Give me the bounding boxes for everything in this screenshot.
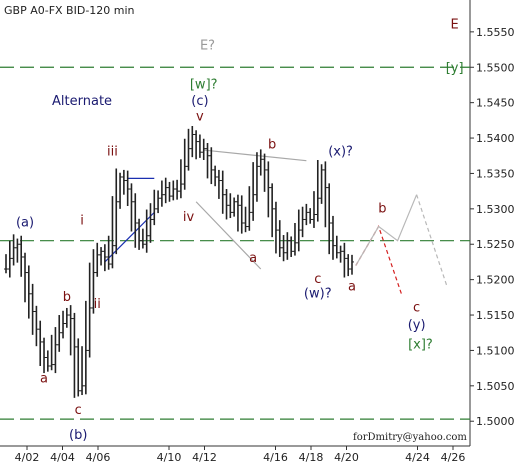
wave-label-2: b <box>63 290 71 305</box>
x-tick-label: 4/04 <box>50 451 75 464</box>
y-tick-label: 1.5250 <box>476 238 515 251</box>
x-tick-label: 4/18 <box>299 451 324 464</box>
x-tick-label: 4/16 <box>263 451 288 464</box>
wave-label-0: (a) <box>16 216 34 231</box>
wave-label-8: iv <box>183 210 195 225</box>
projection-path-1 <box>355 194 418 266</box>
x-tick-label: 4/10 <box>157 451 182 464</box>
wave-label-24: E <box>451 17 459 32</box>
y-tick-label: 1.5300 <box>476 203 515 216</box>
wave-label-10: (c) <box>191 94 208 109</box>
wave-label-19: a <box>348 279 356 294</box>
y-axis: 1.5000 1.5050 1.5100 1.5150 1.5200 1.5250 1.53… <box>470 26 515 428</box>
wave-label-14: b <box>268 138 276 153</box>
wave-label-20: b <box>378 201 386 216</box>
y-tick-label: 1.5100 <box>476 344 515 357</box>
wave-label-3: c <box>75 403 82 418</box>
wave-labels: (a)abc(b)iiiiiiivv(c)[w]?E?Alternateba(x… <box>16 17 464 443</box>
wave-label-9: v <box>196 109 204 124</box>
wave-label-13: Alternate <box>52 94 112 109</box>
price-series <box>4 126 354 398</box>
x-tick-label: 4/12 <box>192 451 217 464</box>
projection-path-2 <box>416 194 448 287</box>
wave-label-6: ii <box>94 297 101 312</box>
wave-label-11: [w]? <box>190 77 218 92</box>
wave-label-21: c <box>413 300 420 315</box>
x-axis: 4/02 4/04 4/06 4/10 4/12 4/16 4/18 4/20 4/24 4/26 <box>15 446 466 464</box>
x-tick-label: 4/24 <box>405 451 430 464</box>
wave-label-4: (b) <box>69 428 87 443</box>
y-tick-label: 1.5550 <box>476 26 515 39</box>
y-tick-label: 1.5050 <box>476 380 515 393</box>
chart-title: GBP A0-FX BID-120 min <box>4 4 135 17</box>
y-tick-label: 1.5400 <box>476 132 515 145</box>
y-tick-label: 1.5200 <box>476 274 515 287</box>
wave-label-22: (y) <box>408 318 426 333</box>
x-tick-label: 4/06 <box>86 451 111 464</box>
y-tick-label: 1.5350 <box>476 167 515 180</box>
x-tick-label: 4/26 <box>441 451 466 464</box>
channel-line-3 <box>195 201 262 270</box>
wave-label-5: i <box>80 213 84 228</box>
wave-label-1: a <box>40 371 48 386</box>
wave-label-15: a <box>249 251 257 266</box>
channel-line-2 <box>203 149 307 162</box>
x-tick-label: 4/02 <box>15 451 40 464</box>
y-tick-label: 1.5500 <box>476 61 515 74</box>
projection-lines <box>355 194 448 294</box>
wave-label-17: c <box>314 272 321 287</box>
watermark: forDmitry@yahoo.com <box>353 432 467 443</box>
x-tick-label: 4/20 <box>334 451 359 464</box>
y-tick-label: 1.5150 <box>476 309 515 322</box>
wave-label-23: [x]? <box>408 337 433 352</box>
wave-label-12: E? <box>200 39 215 54</box>
wave-label-16: (x)? <box>328 145 353 160</box>
wave-label-25: [y] <box>446 61 464 76</box>
y-tick-label: 1.5450 <box>476 97 515 110</box>
wave-label-18: (w)? <box>304 286 332 301</box>
wave-label-7: iii <box>107 145 118 160</box>
y-tick-label: 1.5000 <box>476 415 515 428</box>
level-lines <box>0 66 470 420</box>
